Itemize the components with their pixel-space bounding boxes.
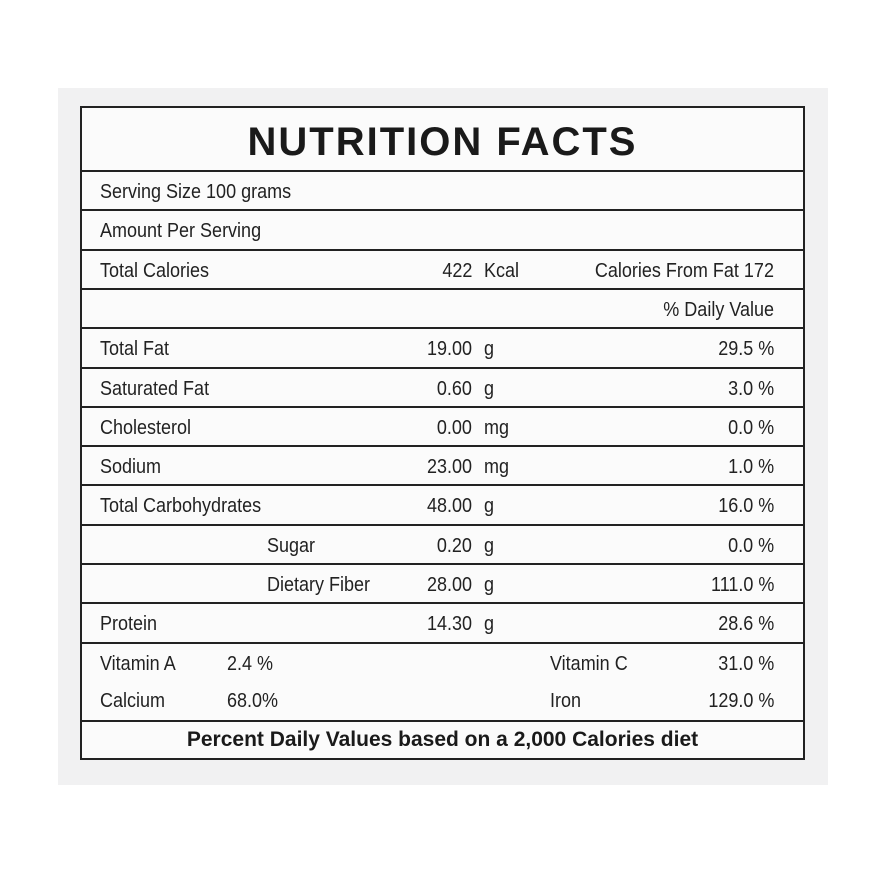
vitamin-name: Vitamin C (550, 652, 628, 675)
daily-value: 111.0 % (710, 574, 774, 596)
nutrient-name: Cholesterol (100, 416, 192, 439)
footer: Percent Daily Values based on a 2,000 Ca… (186, 728, 699, 752)
nutrient-unit: g (484, 338, 495, 361)
nutrient-unit: g (484, 613, 495, 636)
nutrient-name: Sodium (100, 456, 162, 479)
daily-value: 0.0 % (727, 416, 774, 439)
nutrient-amount: 23.00 (426, 456, 472, 479)
daily-value: 0.0 % (727, 534, 774, 557)
label-row: Calcium 68.0% Iron 129.0 % (82, 681, 803, 720)
label-row: Saturated Fat 0.60 g 3.0 % (82, 366, 803, 406)
nutrient-name: Protein (100, 613, 158, 636)
daily-value: 29.5 % (717, 338, 774, 361)
calories-label: Total Calories (100, 259, 210, 282)
title: NUTRITION FACTS (247, 120, 638, 164)
daily-value-header: % Daily Value (663, 298, 774, 321)
nutrient-unit: g (484, 534, 495, 557)
daily-value: 3.0 % (727, 377, 774, 400)
label-row: Sugar 0.20 g 0.0 % (82, 523, 803, 563)
label-row: Amount Per Serving (82, 209, 803, 248)
vitamin-name: Vitamin A (100, 652, 176, 675)
daily-value: 1.0 % (727, 456, 774, 479)
nutrient-name: Saturated Fat (100, 377, 210, 400)
label-row: Percent Daily Values based on a 2,000 Ca… (82, 720, 803, 758)
nutrient-amount: 48.00 (426, 495, 472, 518)
calories-amount: 422 (441, 259, 472, 282)
nutrient-amount: 28.00 (426, 574, 472, 596)
label-row: Total Calories 422 Kcal Calories From Fat 1… (82, 248, 803, 288)
label-row: Total Carbohydrates 48.00 g 16.0 % (82, 484, 803, 523)
calories-from-fat: Calories From Fat 172 (594, 259, 774, 282)
vitamin-value: 68.0% (227, 689, 279, 712)
label-row: Vitamin A 2.4 % Vitamin C 31.0 % (82, 641, 803, 681)
nutrient-name: Total Carbohydrates (100, 495, 262, 518)
nutrient-amount: 0.60 (436, 377, 472, 400)
nutrient-name: Total Fat (100, 338, 170, 361)
nutrient-name: Sugar (267, 534, 316, 557)
daily-value: 28.6 % (717, 613, 774, 636)
nutrient-name: Dietary Fiber (267, 574, 371, 596)
serving-size: Serving Size 100 grams (100, 181, 292, 203)
nutrient-unit: g (484, 495, 495, 518)
nutrient-unit: g (484, 377, 495, 400)
vitamin-name: Iron (550, 689, 582, 712)
label-row: Protein 14.30 g 28.6 % (82, 602, 803, 641)
vitamin-value: 31.0 % (717, 652, 774, 675)
nutrient-unit: g (484, 574, 495, 596)
vitamin-value: 2.4 % (227, 652, 274, 675)
label-row: Serving Size 100 grams (82, 170, 803, 209)
nutrition-label: NUTRITION FACTS Serving Size 100 grams Am… (80, 106, 805, 760)
nutrient-unit: mg (484, 456, 510, 479)
amount-per-serving: Amount Per Serving (100, 220, 262, 243)
nutrient-unit: mg (484, 416, 510, 439)
label-row: Sodium 23.00 mg 1.0 % (82, 445, 803, 484)
nutrient-amount: 14.30 (426, 613, 472, 636)
label-row: % Daily Value (82, 287, 803, 327)
label-row: Total Fat 19.00 g 29.5 % (82, 327, 803, 366)
label-row: Dietary Fiber 28.00 g 111.0 % (82, 563, 803, 602)
vitamin-name: Calcium (100, 689, 166, 712)
daily-value: 16.0 % (717, 495, 774, 518)
label-row: Cholesterol 0.00 mg 0.0 % (82, 405, 803, 445)
nutrient-amount: 19.00 (426, 338, 472, 361)
vitamin-value: 129.0 % (707, 689, 774, 712)
nutrient-amount: 0.20 (436, 534, 472, 557)
calories-unit: Kcal (484, 259, 520, 282)
nutrient-amount: 0.00 (436, 416, 472, 439)
